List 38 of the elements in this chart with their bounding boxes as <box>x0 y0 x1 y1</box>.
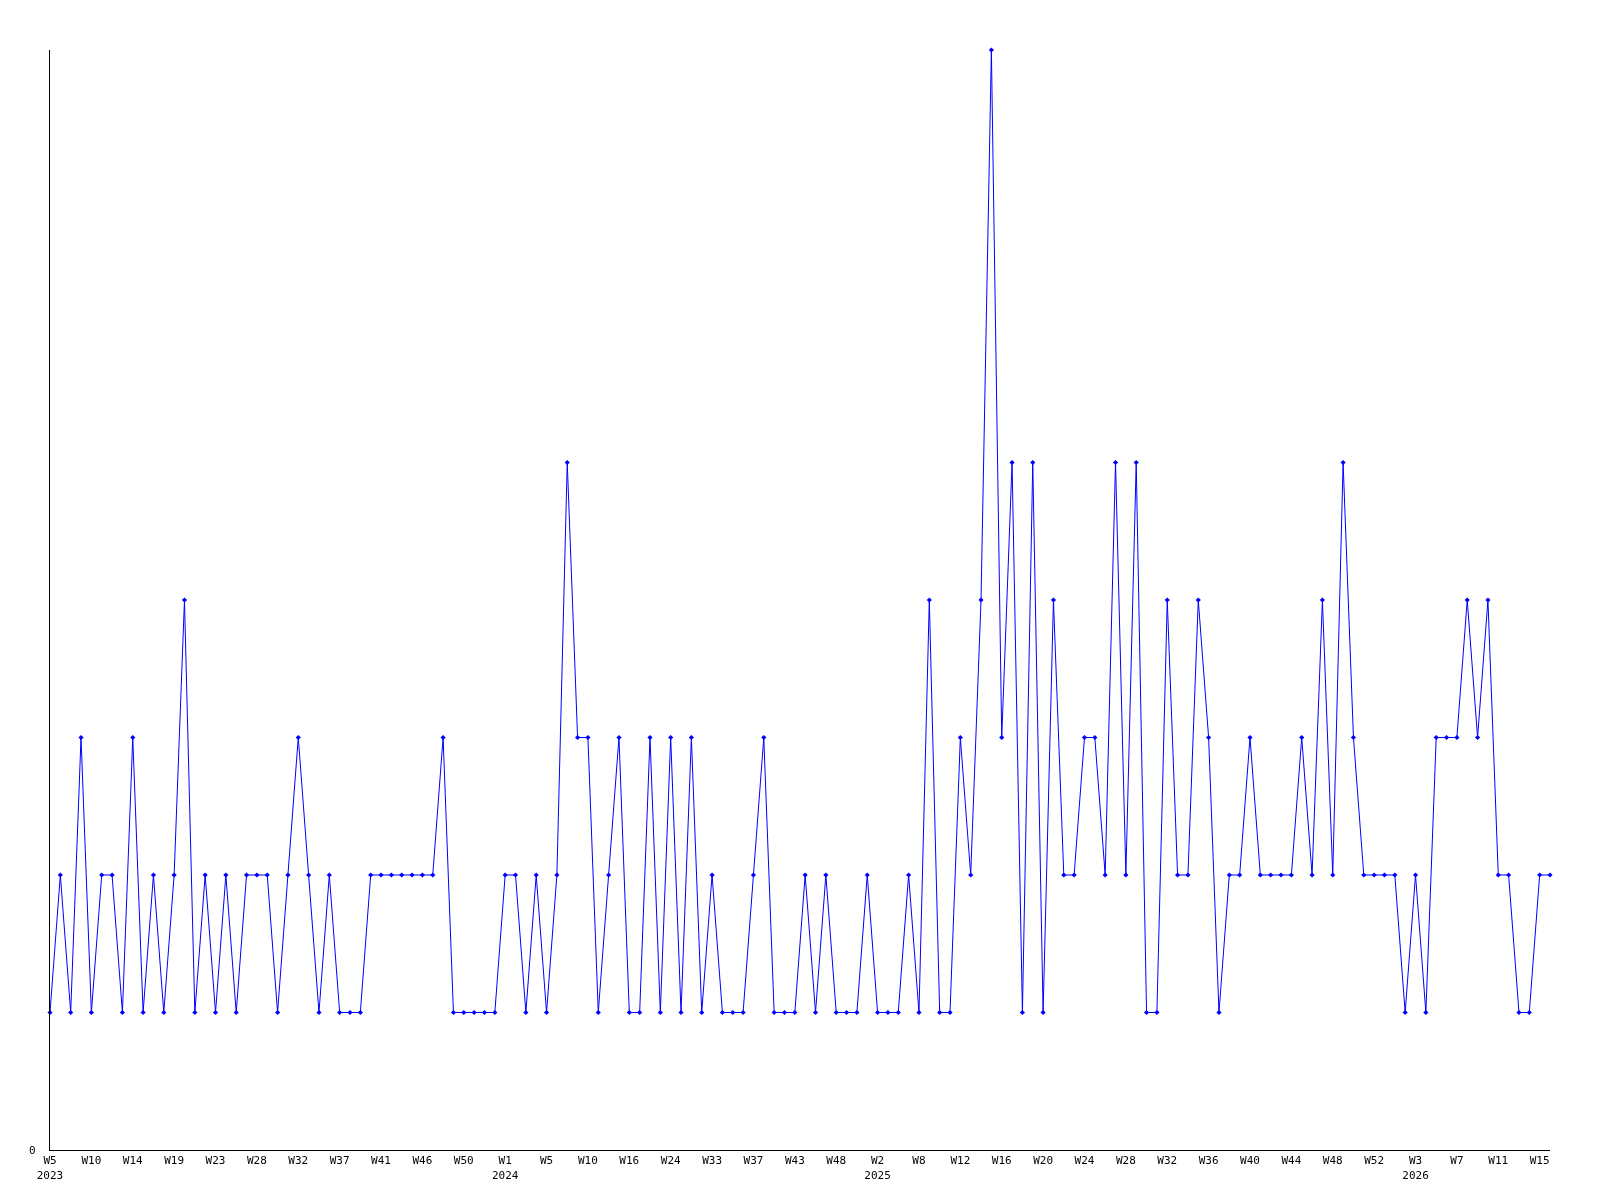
x-tick-label: W3 2026 <box>1402 1154 1429 1182</box>
x-tick-label: W24 <box>1074 1154 1095 1168</box>
x-tick-label: W16 <box>619 1154 640 1168</box>
x-tick-label: W10 <box>577 1154 598 1168</box>
x-tick-label: W48 <box>826 1154 847 1168</box>
x-tick-label: W32 <box>288 1154 309 1168</box>
x-tick-label: W5 <box>539 1154 554 1168</box>
x-tick-label: W28 <box>1115 1154 1136 1168</box>
x-tick-label: W28 <box>246 1154 267 1168</box>
x-tick-label: W8 <box>912 1154 926 1168</box>
x-tick-label: W12 <box>950 1154 971 1168</box>
x-tick-label: W32 <box>1157 1154 1178 1168</box>
x-tick-label: W50 <box>453 1154 474 1168</box>
x-tick-label: W1 2024 <box>491 1154 519 1182</box>
x-tick-label: W15 <box>1529 1154 1550 1168</box>
x-tick-label: W16 <box>991 1154 1012 1168</box>
x-tick-label: W20 <box>1033 1154 1054 1168</box>
x-tick-label: W5 2023 <box>36 1154 64 1182</box>
x-tick-label: W44 <box>1281 1154 1302 1168</box>
x-tick-label: W46 <box>412 1154 433 1168</box>
x-tick-label: W2 2025 <box>864 1154 891 1182</box>
x-tick-label: W11 <box>1488 1154 1509 1168</box>
x-tick-label: W41 <box>371 1154 391 1168</box>
x-tick-label: W40 <box>1240 1154 1260 1168</box>
x-tick-label: W7 <box>1450 1154 1464 1168</box>
x-tick-label: W33 <box>702 1154 723 1168</box>
x-tick-label: W52 <box>1364 1154 1385 1168</box>
text: 0 <box>29 1144 36 1157</box>
x-tick-label: W37 <box>743 1154 764 1168</box>
x-tick-label: W36 <box>1198 1154 1219 1168</box>
x-tick-label: W48 <box>1322 1154 1343 1168</box>
x-tick-label: W43 <box>784 1154 805 1168</box>
x-tick-label: W37 <box>329 1154 350 1168</box>
x-tick-label: W14 <box>122 1154 144 1168</box>
x-tick-label: W19 <box>164 1154 185 1168</box>
x-tick-label: W10 <box>81 1154 102 1168</box>
x-tick-label: W23 <box>205 1154 226 1168</box>
x-tick-label: W24 <box>660 1154 681 1168</box>
